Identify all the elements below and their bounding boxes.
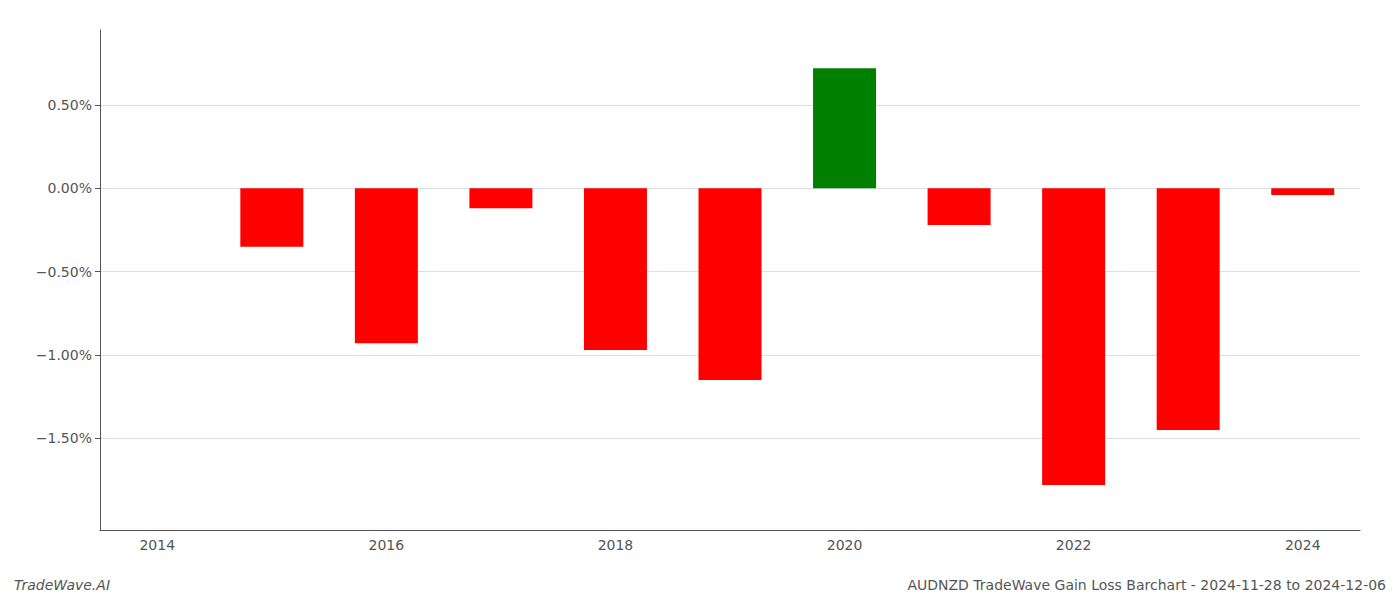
svg-text:2016: 2016	[369, 537, 405, 553]
svg-text:2018: 2018	[598, 537, 634, 553]
svg-text:0.50%: 0.50%	[48, 97, 92, 113]
svg-text:−1.50%: −1.50%	[36, 430, 92, 446]
svg-text:2020: 2020	[827, 537, 863, 553]
svg-text:2024: 2024	[1285, 537, 1321, 553]
svg-text:2014: 2014	[139, 537, 175, 553]
svg-text:−1.00%: −1.00%	[36, 347, 92, 363]
svg-text:2022: 2022	[1056, 537, 1092, 553]
svg-text:0.00%: 0.00%	[48, 180, 92, 196]
svg-text:AUDNZD TradeWave Gain Loss Bar: AUDNZD TradeWave Gain Loss Barchart - 20…	[907, 577, 1386, 593]
svg-text:TradeWave.AI: TradeWave.AI	[14, 577, 110, 593]
svg-text:−0.50%: −0.50%	[36, 264, 92, 280]
